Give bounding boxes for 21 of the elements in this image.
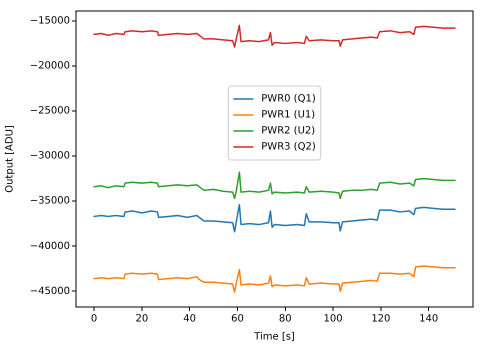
legend-label: PWR0 (Q1) <box>261 94 316 105</box>
y-axis-title: Output [ADU] <box>4 125 16 193</box>
legend-label: PWR1 (U1) <box>261 110 316 121</box>
x-tick-label: 80 <box>278 314 292 325</box>
y-tick-label: −35000 <box>30 196 70 207</box>
x-tick-label: 140 <box>419 314 438 325</box>
x-tick-label: 120 <box>371 314 390 325</box>
y-tick-label: −30000 <box>30 150 70 162</box>
x-tick-label: 20 <box>135 314 148 325</box>
y-tick-label: −40000 <box>30 240 70 252</box>
legend-label: PWR2 (U2) <box>261 126 316 137</box>
y-tick-label: −20000 <box>30 60 70 72</box>
y-tick-label: −45000 <box>30 286 70 297</box>
x-axis-title: Time [s] <box>253 332 295 343</box>
legend-label: PWR3 (Q2) <box>261 142 316 153</box>
x-tick-label: 0 <box>90 314 98 325</box>
y-tick-label: −25000 <box>30 106 70 117</box>
x-tick-label: 100 <box>324 314 343 325</box>
x-tick-label: 40 <box>183 314 196 325</box>
y-tick-label: −15000 <box>30 16 70 27</box>
x-tick-label: 60 <box>231 314 244 325</box>
